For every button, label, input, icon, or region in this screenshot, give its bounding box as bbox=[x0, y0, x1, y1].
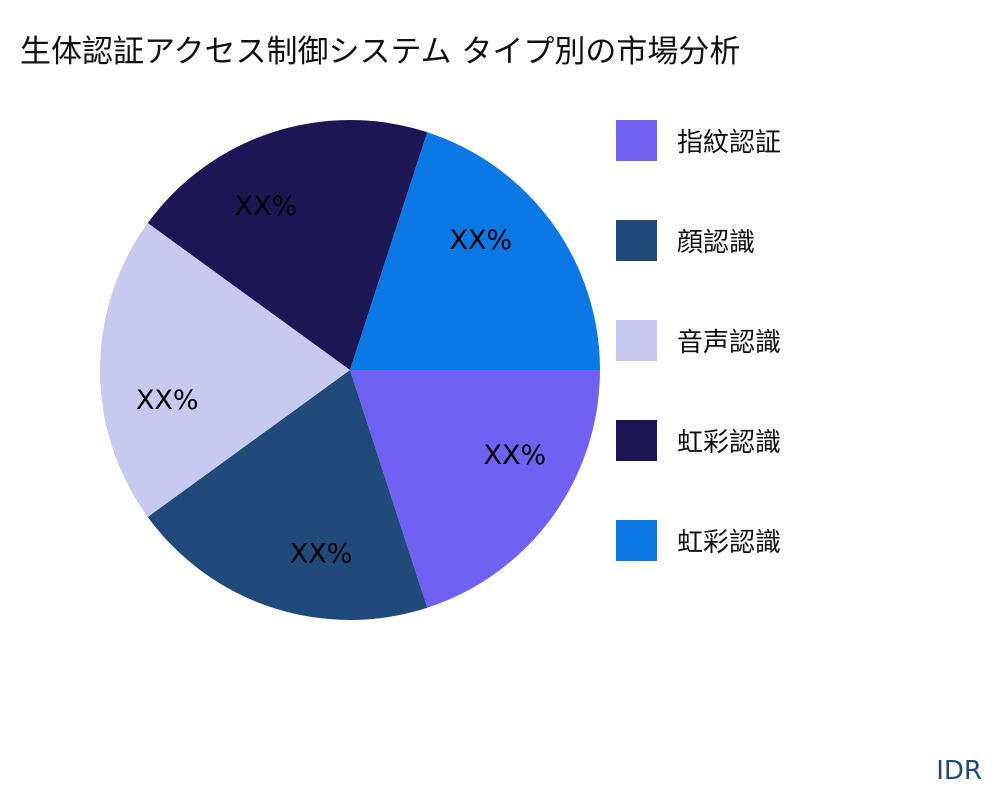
legend-item: 虹彩認識 bbox=[616, 419, 782, 461]
legend-swatch bbox=[616, 219, 657, 261]
legend-swatch bbox=[616, 419, 657, 461]
pie-slice bbox=[350, 370, 600, 608]
legend-label: 音声認識 bbox=[677, 327, 782, 358]
legend-label: 指紋認証 bbox=[677, 127, 782, 158]
legend-label: 虹彩認識 bbox=[677, 527, 782, 558]
slice-data-label: XX% bbox=[235, 191, 298, 222]
legend-item: 音声認識 bbox=[616, 319, 782, 361]
brand-logo: IDR bbox=[936, 756, 982, 786]
pie-slice bbox=[100, 223, 350, 517]
chart-title: 生体認証アクセス制御システム タイプ別の市場分析 bbox=[20, 34, 741, 70]
pie-slice bbox=[147, 370, 428, 620]
slice-data-label: XX% bbox=[449, 225, 512, 256]
legend-swatch bbox=[616, 519, 657, 561]
legend-swatch bbox=[616, 119, 657, 161]
legend-label: 虹彩認識 bbox=[677, 427, 782, 458]
slice-data-label: XX% bbox=[136, 385, 199, 416]
slice-data-label: XX% bbox=[484, 440, 547, 471]
slice-data-label: XX% bbox=[290, 539, 353, 570]
legend-item: 虹彩認識 bbox=[616, 519, 782, 561]
pie-slice bbox=[147, 120, 428, 370]
pie-slice bbox=[350, 132, 600, 370]
legend-swatch bbox=[616, 319, 657, 361]
pie-chart: XX% XX% XX% XX% XX% bbox=[100, 120, 600, 620]
legend-item: 顔認識 bbox=[616, 219, 756, 261]
legend-item: 指紋認証 bbox=[616, 119, 782, 161]
legend-label: 顔認識 bbox=[677, 227, 756, 258]
